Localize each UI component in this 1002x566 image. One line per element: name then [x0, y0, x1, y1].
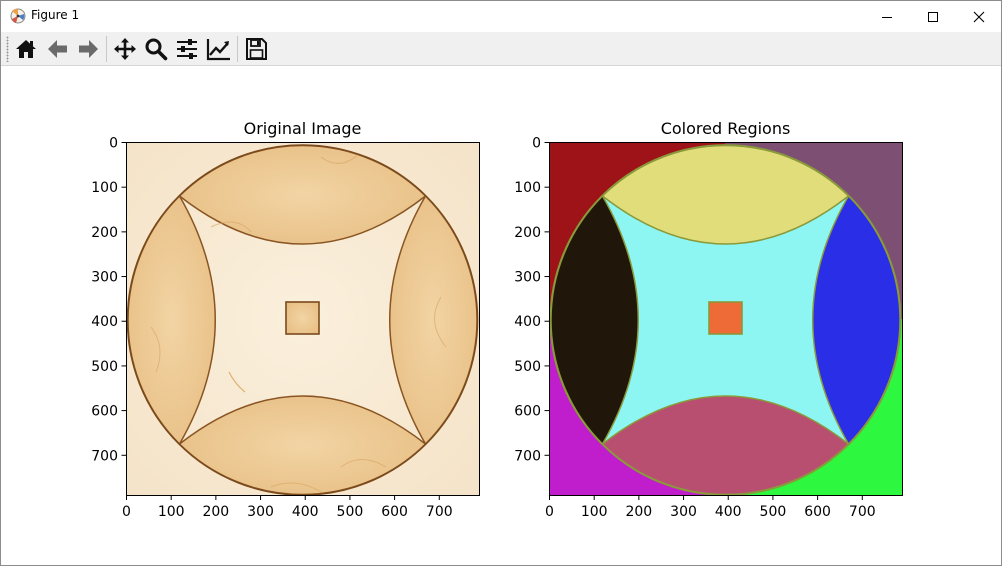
toolbar-separator — [237, 36, 238, 62]
original-xtick-label: 700 — [426, 504, 453, 520]
maximize-button[interactable] — [910, 1, 956, 32]
colored-xtick-label: 400 — [715, 504, 742, 520]
original-ytick-label: 300 — [91, 270, 118, 286]
toolbar-separator — [106, 36, 107, 62]
original-ytick-label: 0 — [109, 136, 118, 152]
zoom-icon — [145, 38, 168, 61]
colored-regions-image — [549, 142, 902, 495]
original-xtick-label: 300 — [247, 504, 274, 520]
maximize-icon — [928, 11, 938, 22]
configure-subplots-button[interactable] — [173, 35, 201, 63]
minimize-icon — [882, 16, 892, 18]
figure-canvas[interactable]: Original Image Colored Regions — [1, 67, 1001, 565]
original-ytick-label: 600 — [91, 404, 118, 420]
axes-frame-original — [126, 142, 480, 496]
edit-axis-icon — [206, 39, 230, 61]
back-button[interactable] — [44, 35, 72, 63]
zoom-button[interactable] — [142, 35, 170, 63]
colored-xtick-label: 100 — [581, 504, 608, 520]
save-button[interactable] — [242, 35, 270, 63]
original-xtick-label: 100 — [158, 504, 185, 520]
original-ytick-label: 500 — [91, 359, 118, 375]
edit-axis-button[interactable] — [205, 35, 233, 63]
forward-arrow-icon — [79, 40, 98, 58]
colored-ytick-label: 300 — [514, 270, 541, 286]
plots-svg: 0 0 100 100 200 200 300 300 400 400 500 500 600 600 70… — [91, 136, 903, 521]
window-title: Figure 1 — [31, 8, 80, 22]
colored-xtick-label: 0 — [545, 504, 554, 520]
navigation-toolbar — [1, 32, 1001, 66]
original-xtick-label: 200 — [202, 504, 229, 520]
colored-ytick-label: 500 — [514, 359, 541, 375]
back-arrow-icon — [48, 40, 67, 58]
original-xtick-label: 400 — [292, 504, 319, 520]
colored-ytick-label: 700 — [514, 448, 541, 464]
original-xtick-label: 600 — [381, 504, 408, 520]
minimize-button[interactable] — [864, 1, 910, 32]
ticks-original: 0 0 100 100 200 200 300 300 400 400 500 500 600 600 70… — [91, 136, 452, 521]
save-icon — [246, 38, 267, 60]
original-ytick-label: 200 — [91, 225, 118, 241]
home-button[interactable] — [12, 35, 40, 63]
ticks-colored: 0 0 100 100 200 200 300 300 400 400 500 500 600 600 70… — [514, 136, 875, 521]
original-ytick-label: 100 — [91, 180, 118, 196]
colored-ytick-label: 400 — [514, 314, 541, 330]
axes-frame-colored — [549, 142, 903, 496]
title-bar[interactable]: Figure 1 — [1, 1, 1001, 32]
pan-button[interactable] — [111, 35, 139, 63]
home-icon — [16, 40, 36, 58]
close-icon — [973, 11, 985, 22]
colored-xtick-label: 600 — [804, 504, 831, 520]
original-ytick-label: 700 — [91, 448, 118, 464]
colored-ytick-label: 600 — [514, 404, 541, 420]
original-ytick-label: 400 — [91, 314, 118, 330]
original-image — [126, 142, 479, 495]
original-xtick-label: 0 — [122, 504, 131, 520]
colored-xtick-label: 500 — [760, 504, 787, 520]
toolbar-grip[interactable] — [6, 36, 9, 62]
subplot-title-colored: Colored Regions — [660, 119, 791, 138]
original-xtick-label: 500 — [337, 504, 364, 520]
colored-ytick-label: 0 — [532, 136, 541, 152]
colored-ytick-label: 100 — [514, 180, 541, 196]
colored-ytick-label: 200 — [514, 225, 541, 241]
matplotlib-logo-icon — [10, 8, 26, 24]
forward-button[interactable] — [74, 35, 102, 63]
colored-xtick-label: 200 — [625, 504, 652, 520]
subplot-title-original: Original Image — [243, 119, 362, 138]
close-button[interactable] — [956, 1, 1002, 32]
configure-subplots-icon — [177, 39, 197, 59]
colored-xtick-label: 300 — [670, 504, 697, 520]
colored-xtick-label: 700 — [849, 504, 876, 520]
pan-icon — [114, 38, 136, 60]
